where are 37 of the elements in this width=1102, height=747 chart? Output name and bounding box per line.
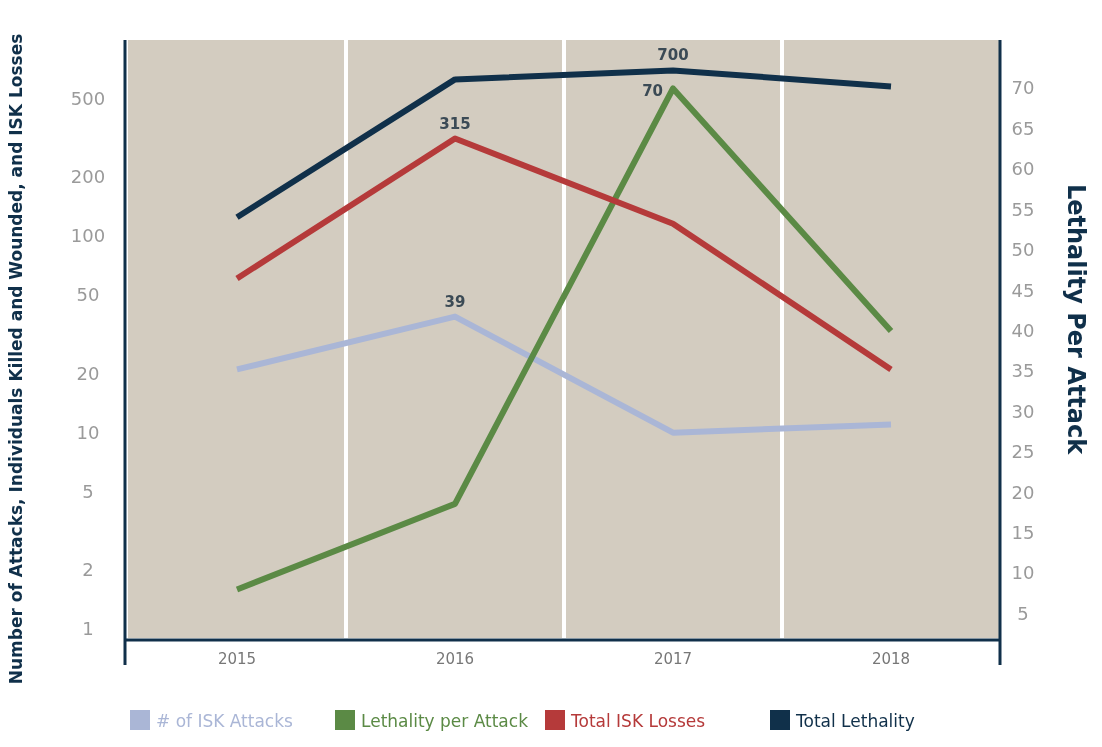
y2-axis-title: Lethality Per Attack	[1062, 183, 1090, 456]
data-label: 39	[444, 292, 466, 311]
x-tick-label: 2017	[653, 650, 693, 668]
data-label: 70	[642, 82, 663, 101]
y2-tick-label: 45	[1011, 279, 1035, 301]
data-label: 315	[439, 114, 471, 133]
y2-tick-label: 5	[1017, 602, 1029, 624]
y2-tick-label: 40	[1011, 319, 1035, 341]
y-tick-label: 200	[70, 166, 106, 188]
x-tick-label: 2015	[217, 650, 257, 668]
y2-tick-label: 25	[1011, 441, 1035, 463]
legend-label: # of ISK Attacks	[156, 711, 294, 731]
y-tick-label: 20	[76, 362, 100, 384]
y-tick-label: 10	[76, 421, 100, 443]
y2-tick-label: 60	[1011, 158, 1035, 180]
y2-tick-label: 10	[1011, 562, 1035, 584]
y-tick-label: 2	[82, 558, 94, 580]
y2-tick-label: 35	[1011, 360, 1035, 382]
y-tick-label: 500	[70, 88, 106, 110]
y-tick-label: 1	[82, 618, 94, 640]
x-tick-label: 2018	[871, 650, 911, 668]
y2-tick-label: 70	[1011, 77, 1035, 99]
legend-label: Lethality per Attack	[361, 711, 529, 731]
y-tick-label: 100	[70, 225, 106, 247]
y2-tick-label: 15	[1011, 521, 1035, 543]
y2-tick-label: 20	[1011, 481, 1035, 503]
y-tick-label: 5	[82, 480, 94, 502]
y-axis-title: Number of Attacks, Individuals Killed and Wounded, and ISK Losses	[6, 33, 26, 685]
y2-tick-label: 65	[1011, 117, 1035, 139]
legend-label: Total ISK Losses	[570, 711, 706, 731]
legend-label: Total Lethality	[795, 711, 915, 731]
y-tick-label: 50	[76, 284, 100, 306]
y2-tick-label: 50	[1011, 239, 1035, 261]
data-label: 700	[657, 46, 689, 65]
x-tick-label: 2016	[435, 650, 475, 668]
y2-tick-label: 30	[1011, 400, 1035, 422]
y2-tick-label: 55	[1011, 198, 1035, 220]
